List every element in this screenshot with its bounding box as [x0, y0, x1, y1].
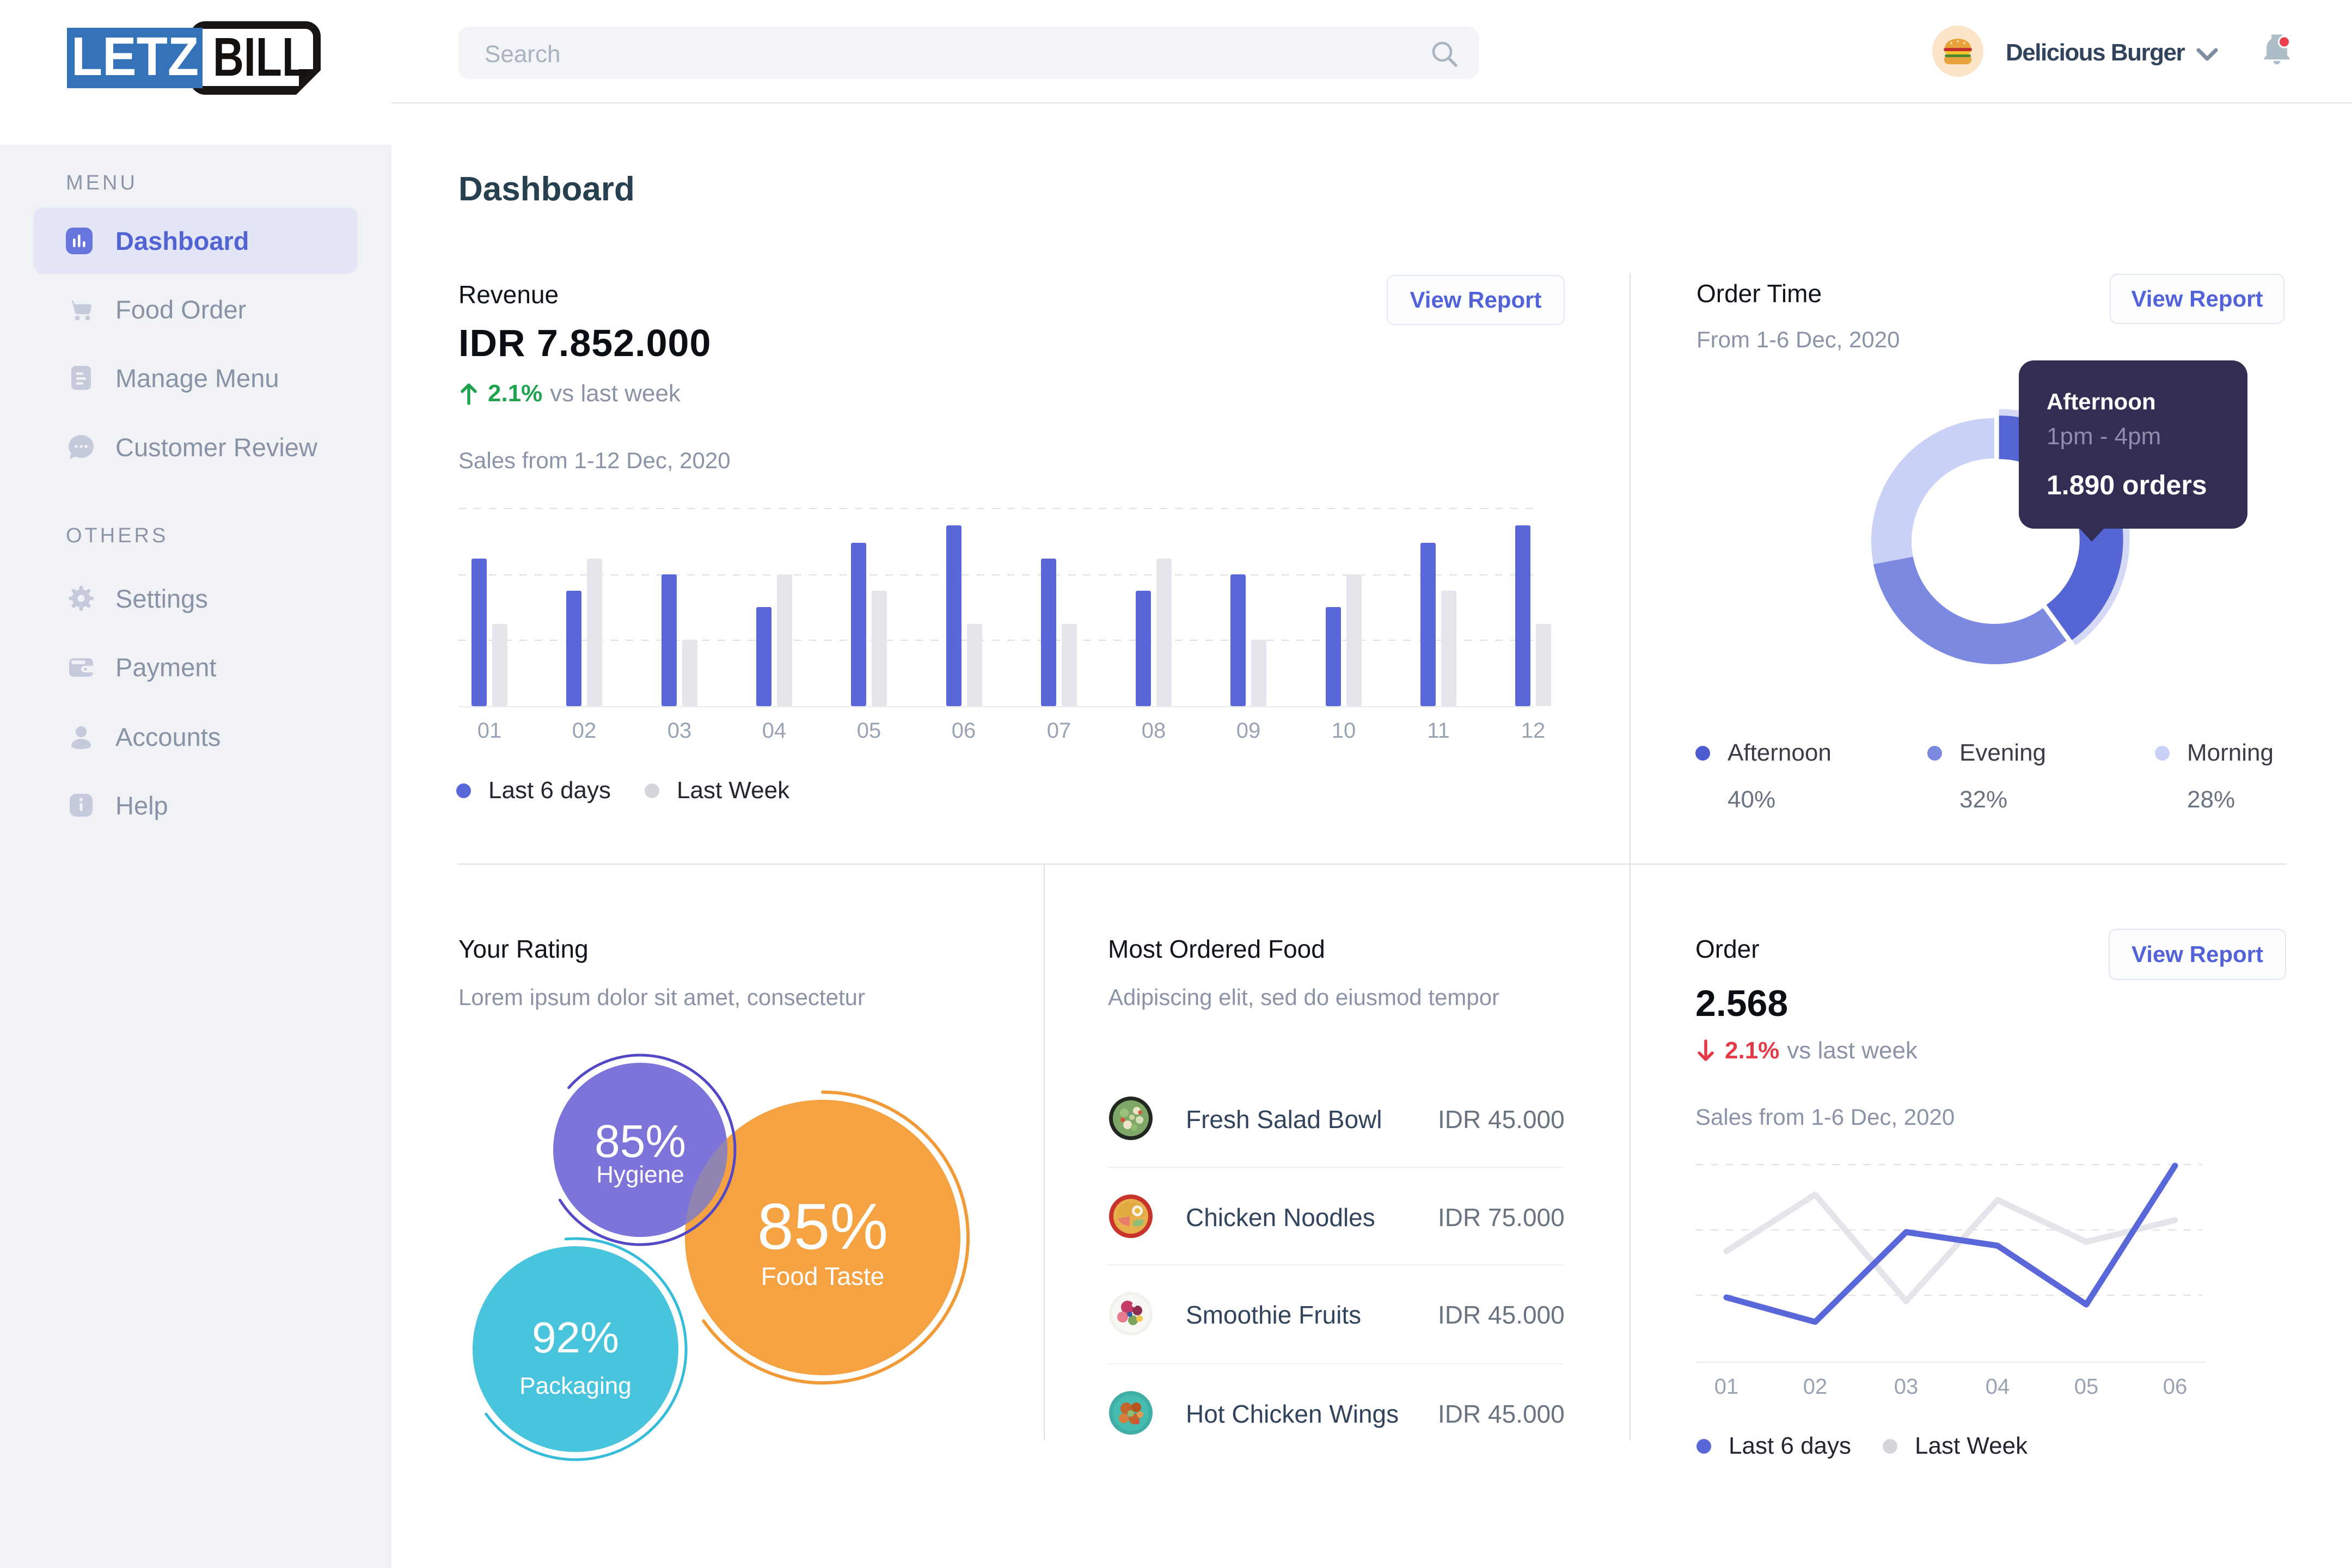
svg-text:Food Taste: Food Taste — [761, 1262, 885, 1290]
svg-text:85%: 85% — [595, 1116, 686, 1167]
svg-text:03: 03 — [1894, 1375, 1919, 1399]
svg-text:Hygiene: Hygiene — [596, 1161, 684, 1188]
svg-text:02: 02 — [1803, 1375, 1828, 1399]
svg-text:06: 06 — [2163, 1375, 2188, 1399]
svg-text:Packaging: Packaging — [519, 1373, 631, 1399]
svg-text:01: 01 — [1714, 1375, 1739, 1399]
svg-text:LETZ: LETZ — [71, 26, 199, 87]
svg-text:BILL: BILL — [213, 27, 308, 88]
svg-text:92%: 92% — [532, 1313, 619, 1362]
svg-text:04: 04 — [1986, 1375, 2010, 1399]
svg-text:05: 05 — [2074, 1375, 2099, 1399]
svg-text:85%: 85% — [757, 1190, 888, 1263]
